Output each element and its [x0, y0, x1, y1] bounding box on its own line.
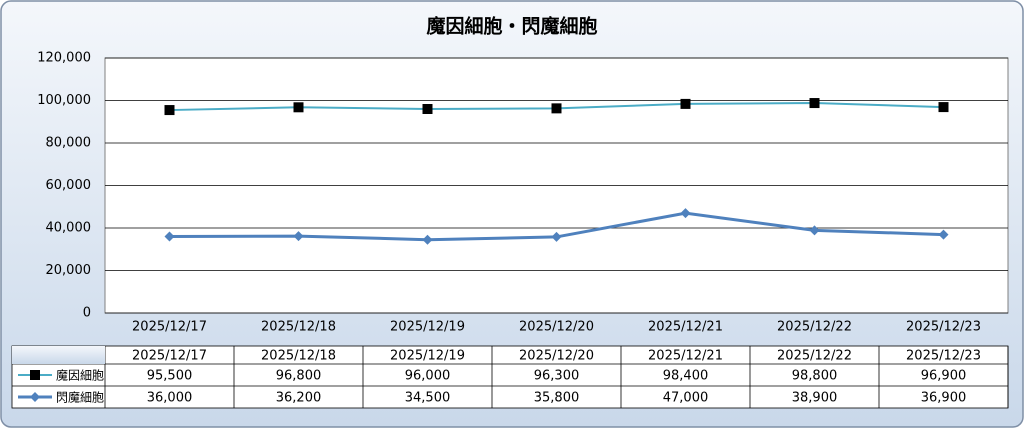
y-tick-label: 120,000 — [37, 51, 91, 66]
data-point — [422, 104, 433, 114]
table-value: 96,900 — [921, 369, 967, 384]
table-value: 38,900 — [792, 391, 838, 406]
y-tick-label: 60,000 — [46, 178, 92, 193]
table-value: 96,300 — [534, 369, 580, 384]
table-value: 95,500 — [147, 369, 193, 384]
table-value: 36,900 — [921, 391, 967, 406]
y-tick-label: 80,000 — [46, 136, 92, 151]
x-tick-label: 2025/12/17 — [132, 320, 207, 335]
data-point — [422, 234, 433, 245]
y-tick-label: 40,000 — [46, 221, 92, 236]
table-header: 2025/12/23 — [906, 349, 981, 364]
table-value: 36,200 — [276, 391, 322, 406]
table-header: 2025/12/21 — [648, 349, 723, 364]
data-point — [680, 98, 691, 109]
y-tick-label: 100,000 — [37, 93, 91, 108]
data-point — [938, 229, 949, 240]
data-point — [164, 105, 175, 116]
table-value: 96,800 — [276, 369, 322, 384]
data-table — [11, 345, 1009, 409]
table-value: 35,800 — [534, 391, 580, 406]
data-point — [680, 208, 691, 219]
data-point — [809, 225, 820, 236]
table-value: 96,000 — [405, 369, 451, 384]
legend-label: 魔因細胞 — [56, 368, 104, 383]
data-point — [551, 103, 562, 114]
y-tick-label: 0 — [83, 306, 91, 321]
data-point — [551, 231, 562, 242]
data-point — [938, 102, 949, 113]
table-header: 2025/12/22 — [777, 349, 852, 364]
x-tick-label: 2025/12/22 — [777, 320, 852, 335]
x-tick-label: 2025/12/20 — [519, 320, 594, 335]
table-value: 98,800 — [792, 369, 838, 384]
table-header: 2025/12/19 — [390, 349, 465, 364]
table-header: 2025/12/17 — [132, 349, 207, 364]
chart-title: 魔因細胞・閃魔細胞 — [426, 15, 597, 38]
data-point — [809, 98, 820, 109]
y-tick-label: 20,000 — [46, 263, 92, 278]
legend-label: 閃魔細胞 — [56, 390, 104, 405]
x-tick-label: 2025/12/21 — [648, 320, 723, 335]
table-value: 36,000 — [147, 391, 193, 406]
legend-marker — [30, 370, 40, 380]
data-point — [293, 231, 304, 242]
table-header: 2025/12/18 — [261, 349, 336, 364]
table-value: 47,000 — [663, 391, 709, 406]
table-value: 34,500 — [405, 391, 451, 406]
data-point — [164, 231, 175, 242]
table-header: 2025/12/20 — [519, 349, 594, 364]
x-tick-label: 2025/12/18 — [261, 320, 336, 335]
legend-marker — [30, 392, 40, 402]
table-value: 98,400 — [663, 369, 709, 384]
x-tick-label: 2025/12/23 — [906, 320, 981, 335]
table-corner — [12, 346, 105, 364]
data-point — [293, 102, 304, 113]
x-tick-label: 2025/12/19 — [390, 320, 465, 335]
